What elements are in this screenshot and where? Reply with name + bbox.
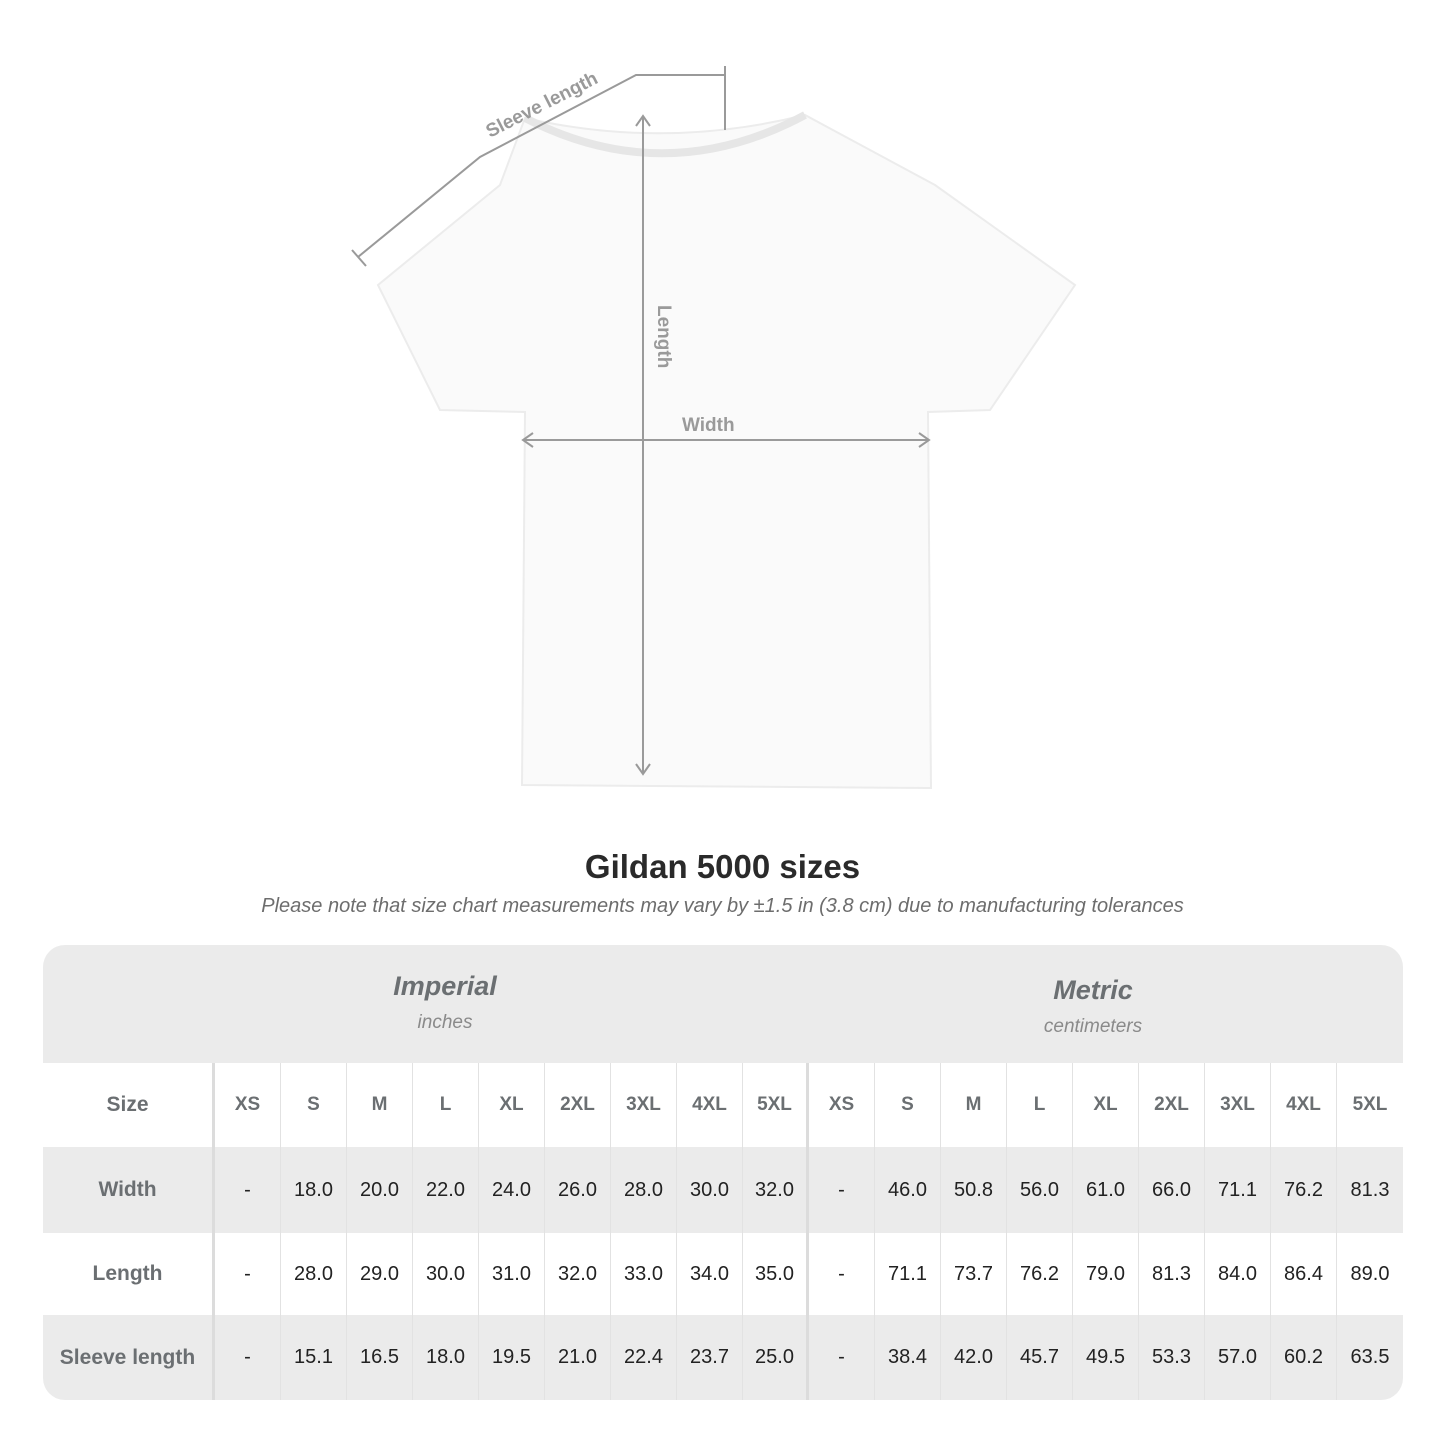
size-header-imperial: S	[281, 1063, 347, 1147]
size-header-metric: 5XL	[1352, 1094, 1388, 1115]
table-cell-metric: 73.7	[941, 1233, 1007, 1315]
table-cell-imperial: 28.0	[611, 1147, 677, 1233]
metric-unit: centimeters	[1043, 1016, 1143, 1037]
size-header-imperial: 2XL	[545, 1063, 611, 1147]
table-cell-imperial: 29.0	[347, 1233, 413, 1315]
size-table: Imperial inches Metric centimeters Size X…	[43, 945, 1403, 1400]
row-label: Width	[43, 1147, 215, 1233]
table-cell-imperial: 20.0	[347, 1147, 413, 1233]
table-cell-metric: 81.3	[1350, 1178, 1390, 1201]
table-cell-metric: 86.4	[1271, 1233, 1337, 1315]
tshirt-diagram: Sleeve length Length Width	[351, 66, 1077, 790]
table-cell-metric: 45.7	[1007, 1315, 1073, 1400]
table-cell-metric: 63.5	[1350, 1346, 1390, 1368]
table-cell-metric: 46.0	[875, 1147, 941, 1233]
table-cell-imperial: 35.0	[743, 1233, 809, 1315]
size-header-metric: M	[941, 1063, 1007, 1147]
table-cell-metric: -	[809, 1147, 875, 1233]
table-cell-metric: 66.0	[1139, 1147, 1205, 1233]
size-header-metric: 2XL	[1139, 1063, 1205, 1147]
table-cell-imperial: 30.0	[413, 1233, 479, 1315]
size-header-metric: 3XL	[1205, 1063, 1271, 1147]
table-cell-imperial: -	[215, 1147, 281, 1233]
row-label: Length	[43, 1233, 215, 1315]
size-header-imperial: L	[413, 1063, 479, 1147]
imperial-title: Imperial	[393, 971, 497, 1001]
size-header-imperial: XL	[479, 1063, 545, 1147]
table-cell-imperial: 15.1	[281, 1315, 347, 1400]
table-cell-imperial: 32.0	[545, 1233, 611, 1315]
table-cell-imperial: -	[215, 1233, 281, 1315]
table-cell-imperial: 18.0	[413, 1315, 479, 1400]
table-cell-metric: -	[809, 1315, 875, 1400]
table-cell-metric: 53.3	[1139, 1315, 1205, 1400]
table-cell-metric: 76.2	[1271, 1147, 1337, 1233]
table-cell-imperial: 24.0	[479, 1147, 545, 1233]
size-header-imperial: 5XL	[743, 1063, 809, 1147]
table-cell-metric: 42.0	[941, 1315, 1007, 1400]
table-cell-metric: 81.3	[1139, 1233, 1205, 1315]
table-cell-metric: 50.8	[941, 1147, 1007, 1233]
table-cell-imperial: 30.0	[677, 1147, 743, 1233]
metric-title: Metric	[1053, 975, 1133, 1005]
imperial-unit: inches	[417, 1012, 473, 1033]
tshirt-image	[376, 113, 1077, 790]
table-cell-metric: 56.0	[1007, 1147, 1073, 1233]
size-header-imperial: 4XL	[677, 1063, 743, 1147]
size-header-imperial: 3XL	[611, 1063, 677, 1147]
tolerance-note: Please note that size chart measurements…	[261, 895, 1184, 917]
table-cell-imperial: 25.0	[743, 1315, 809, 1400]
table-cell-metric: 60.2	[1271, 1315, 1337, 1400]
table-cell-imperial: 19.5	[479, 1315, 545, 1400]
table-cell-imperial: 23.7	[677, 1315, 743, 1400]
table-row: Sleeve length -15.1 16.5 18.0 19.5 21.0 22.4 23…	[43, 1315, 1403, 1400]
table-cell-metric: 38.4	[875, 1315, 941, 1400]
length-label: Length	[653, 305, 674, 368]
table-cell-imperial: 16.5	[347, 1315, 413, 1400]
table-row: Length -28.0 29.0 30.0 31.0 32.0 33.0 34.0 35.0-…	[43, 1233, 1403, 1315]
table-row: Width -18.0 20.0 22.0 24.0 26.0 28.0 30.0 32.0-4…	[43, 1147, 1403, 1233]
table-cell-imperial: 22.0	[413, 1147, 479, 1233]
table-cell-imperial: 22.4	[611, 1315, 677, 1400]
page-title: Gildan 5000 sizes	[584, 848, 861, 885]
table-cell-metric: 71.1	[875, 1233, 941, 1315]
size-header-metric: XS	[809, 1063, 875, 1147]
table-cell-imperial: 34.0	[677, 1233, 743, 1315]
table-cell-imperial: 21.0	[545, 1315, 611, 1400]
size-header-metric: 4XL	[1271, 1063, 1337, 1147]
table-cell-imperial: 31.0	[479, 1233, 545, 1315]
table-cell-imperial: 26.0	[545, 1147, 611, 1233]
table-cell-metric: 71.1	[1205, 1147, 1271, 1233]
measurement-lines	[351, 66, 931, 776]
unit-header: Imperial inches Metric centimeters	[43, 945, 1403, 1063]
table-cell-metric: 76.2	[1007, 1233, 1073, 1315]
table-cell-imperial: 33.0	[611, 1233, 677, 1315]
size-header-imperial: XS	[215, 1063, 281, 1147]
size-header-row: Size XS S M L XL 2XL 3XL 4XL 5XL XS S M L XL 2XL 3XL 4XL 5…	[43, 1063, 1403, 1147]
imperial-header: Imperial inches	[145, 971, 745, 1034]
size-header-metric: L	[1007, 1063, 1073, 1147]
table-cell-metric: 61.0	[1073, 1147, 1139, 1233]
metric-header: Metric centimeters	[793, 975, 1393, 1038]
table-cell-imperial: 32.0	[743, 1147, 809, 1233]
table-cell-metric: -	[809, 1233, 875, 1315]
table-cell-metric: 49.5	[1073, 1315, 1139, 1400]
size-header-metric: XL	[1073, 1063, 1139, 1147]
row-label: Sleeve length	[43, 1315, 215, 1400]
table-cell-imperial: -	[215, 1315, 281, 1400]
table-cell-metric: 79.0	[1073, 1233, 1139, 1315]
size-header-imperial: M	[347, 1063, 413, 1147]
table-cell-metric: 57.0	[1205, 1315, 1271, 1400]
table-cell-imperial: 18.0	[281, 1147, 347, 1233]
size-label: Size	[43, 1063, 215, 1147]
width-label: Width	[682, 415, 735, 436]
size-header-metric: S	[875, 1063, 941, 1147]
table-cell-imperial: 28.0	[281, 1233, 347, 1315]
table-cell-metric: 84.0	[1205, 1233, 1271, 1315]
table-cell-metric: 89.0	[1350, 1262, 1390, 1285]
